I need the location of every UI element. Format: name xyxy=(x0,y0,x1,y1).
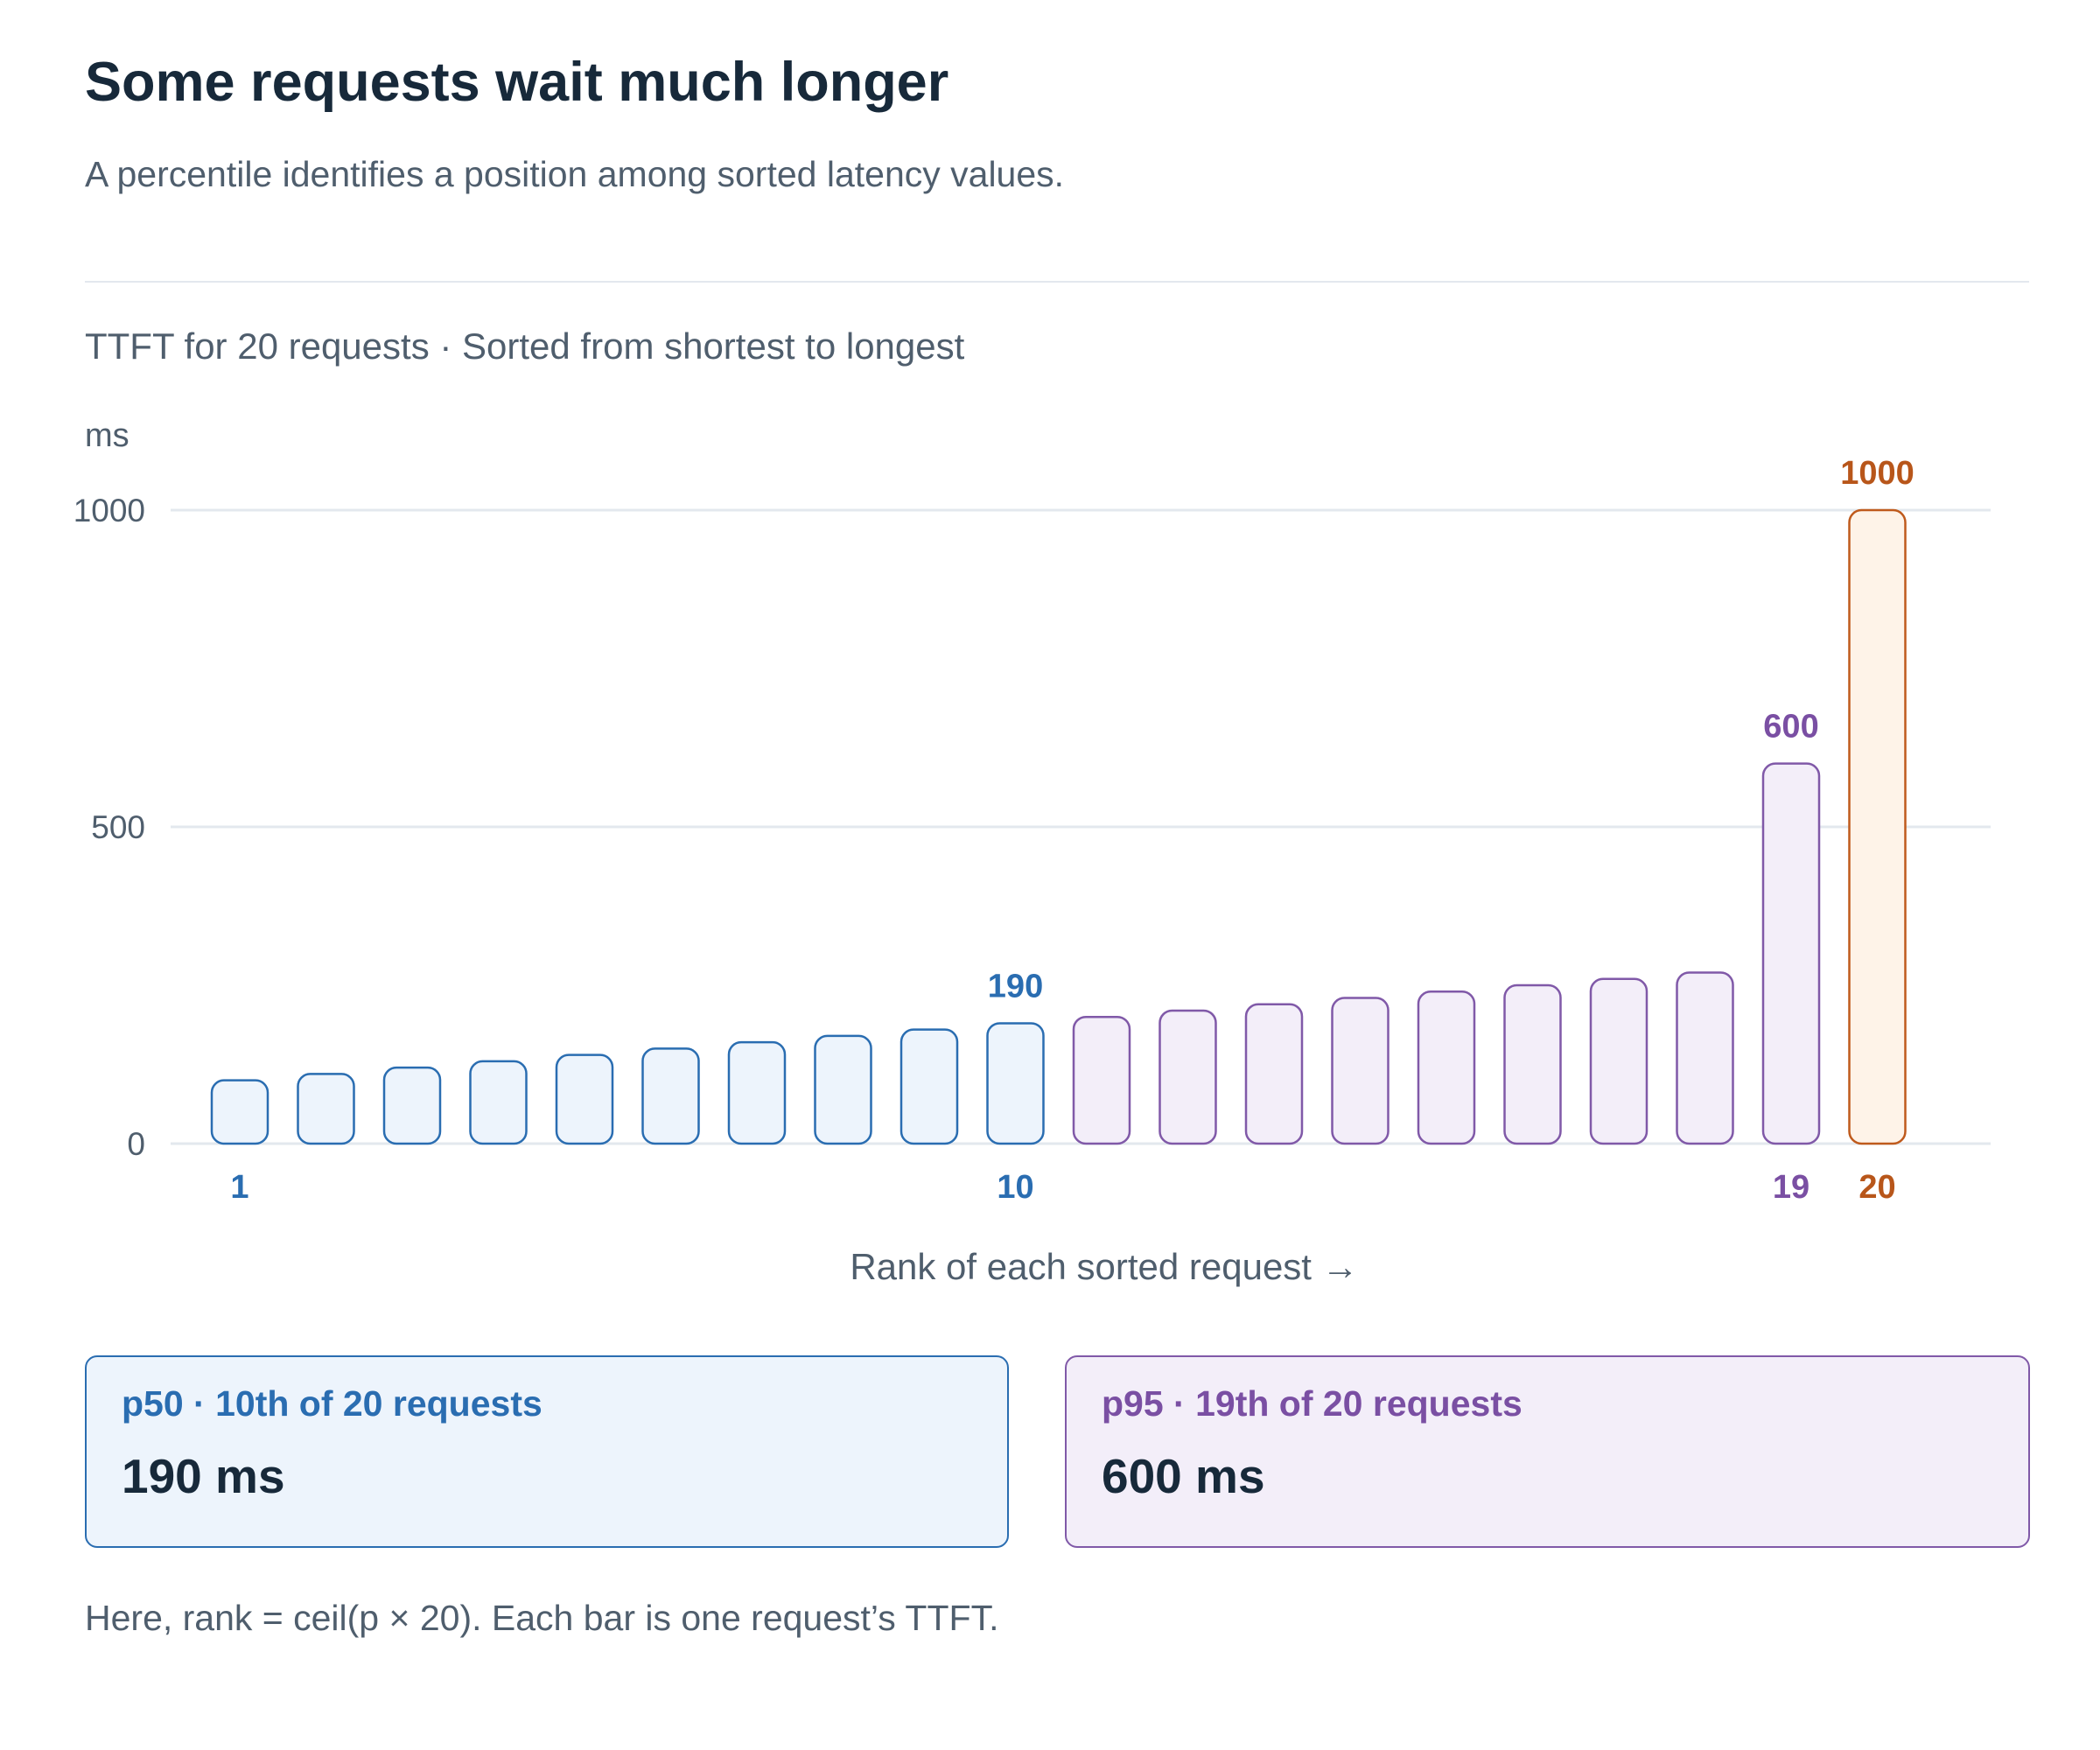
bar-rank-12 xyxy=(1158,1009,1217,1145)
p95-card-value: 600 ms xyxy=(1102,1449,1265,1503)
y-tick-label-1000: 1000 xyxy=(74,493,145,528)
p50-summary-card: p50 · 10th of 20 requests 190 ms xyxy=(85,1355,1009,1548)
y-tick-label-500: 500 xyxy=(91,809,145,845)
section-divider xyxy=(85,281,2029,283)
bar-rank-13 xyxy=(1244,1003,1304,1145)
bar-rank-8 xyxy=(814,1034,872,1145)
bar-rank-14 xyxy=(1331,997,1390,1145)
value-label-rank-20: 1000 xyxy=(1840,455,1914,492)
bar-rank-19 xyxy=(1761,762,1821,1145)
bar-rank-20 xyxy=(1848,508,1907,1145)
bar-rank-9 xyxy=(900,1028,959,1145)
p95-summary-card: p95 · 19th of 20 requests 600 ms xyxy=(1065,1355,2030,1548)
bar-rank-11 xyxy=(1072,1015,1131,1145)
bar-rank-16 xyxy=(1503,984,1562,1145)
x-axis-title: Rank of each sorted request → xyxy=(850,1246,1358,1287)
p95-card-label: p95 · 19th of 20 requests xyxy=(1102,1383,1522,1424)
x-tick-label-19: 19 xyxy=(1773,1169,1810,1206)
value-label-rank-19: 600 xyxy=(1763,709,1818,746)
bar-rank-1 xyxy=(210,1079,270,1145)
footnote: Here, rank = ceil(p × 20). Each bar is o… xyxy=(85,1598,999,1638)
page-title: Some requests wait much longer xyxy=(85,52,949,113)
bar-rank-7 xyxy=(727,1040,787,1145)
page-subtitle: A percentile identifies a position among… xyxy=(85,154,1065,194)
bar-rank-3 xyxy=(382,1066,442,1145)
bar-rank-15 xyxy=(1417,990,1476,1145)
bar-rank-4 xyxy=(469,1060,528,1145)
y-tick-label-0: 0 xyxy=(127,1126,145,1162)
value-label-rank-10: 190 xyxy=(988,968,1043,1004)
bar-rank-17 xyxy=(1589,977,1648,1145)
x-tick-label-1: 1 xyxy=(230,1169,248,1206)
x-tick-label-20: 20 xyxy=(1858,1169,1895,1206)
y-axis-unit-label: ms xyxy=(85,417,130,454)
latency-bar-chart: ms 0 500 1000 190 600 1000 1 10 19 20 Rank of each … xyxy=(74,417,1991,1287)
bar-rank-6 xyxy=(641,1047,700,1145)
bar-rank-10 xyxy=(986,1022,1045,1145)
p50-card-label: p50 · 10th of 20 requests xyxy=(122,1383,542,1424)
p50-card-value: 190 ms xyxy=(122,1449,285,1503)
chart-caption: TTFT for 20 requests · Sorted from short… xyxy=(85,326,965,367)
bar-rank-2 xyxy=(297,1073,355,1145)
bar-rank-18 xyxy=(1676,971,1734,1145)
x-tick-label-10: 10 xyxy=(997,1169,1033,1206)
bar-rank-5 xyxy=(555,1054,614,1145)
